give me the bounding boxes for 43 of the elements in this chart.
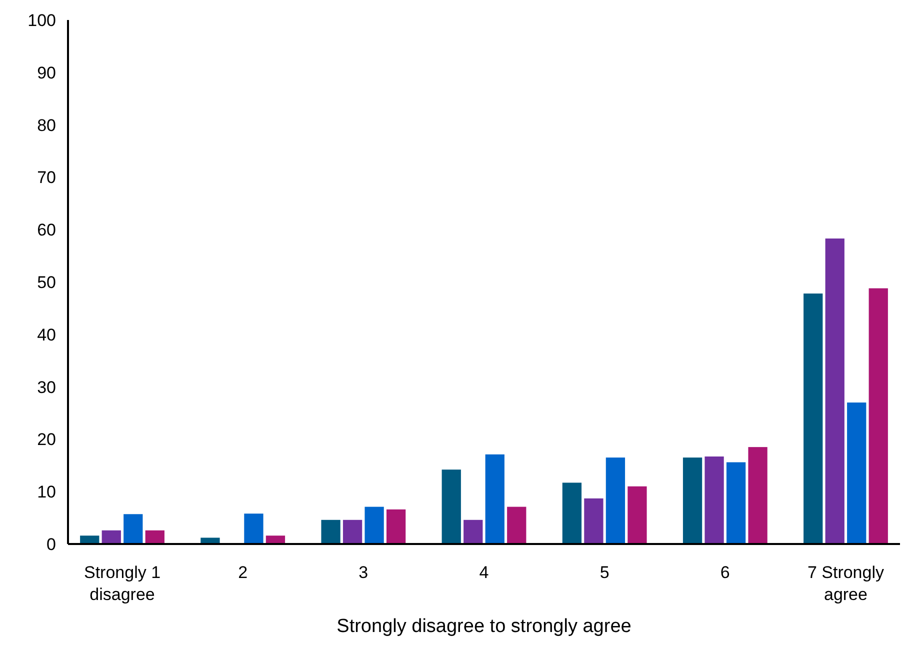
bar	[682, 458, 702, 544]
bar	[442, 470, 461, 544]
y-tick-label: 40	[37, 325, 56, 344]
bar	[102, 530, 121, 544]
bar	[485, 454, 504, 544]
y-tick-label: 30	[37, 378, 56, 397]
bar	[145, 530, 164, 544]
bar	[464, 520, 483, 544]
bar	[847, 402, 866, 544]
bar	[726, 462, 746, 544]
y-tick-label: 50	[37, 272, 56, 292]
bar	[507, 506, 526, 544]
y-tick-label: 90	[37, 63, 56, 82]
y-tick-label: 80	[37, 116, 56, 135]
x-tick-label: 5	[600, 563, 610, 582]
x-tick-label: 4	[479, 563, 489, 582]
y-tick-label: 100	[28, 10, 56, 30]
x-axis-title: Strongly disagree to strongly agree	[336, 616, 632, 637]
x-tick-label: Strongly 1 disagree	[84, 563, 161, 604]
bar	[704, 456, 724, 544]
bar	[321, 520, 340, 544]
y-tick-label: 0	[46, 534, 56, 554]
bar	[386, 509, 406, 544]
y-tick-label: 10	[37, 482, 56, 502]
x-tick-label: 2	[238, 563, 248, 582]
bar	[364, 506, 384, 544]
x-tick-label: 6	[720, 563, 730, 582]
bar	[825, 238, 844, 544]
bar	[606, 458, 626, 544]
y-tick-label: 70	[37, 168, 56, 188]
bar	[124, 514, 143, 544]
bar	[804, 294, 823, 544]
bar	[244, 514, 264, 544]
y-tick-label: 60	[37, 220, 56, 240]
y-tick-label: 20	[37, 430, 56, 450]
bar	[342, 520, 362, 544]
bar	[868, 288, 888, 544]
x-tick-label: 7 Strongly agree	[807, 563, 885, 604]
bar	[748, 447, 768, 544]
x-tick-label: 3	[358, 563, 368, 582]
bar	[584, 498, 604, 544]
bar	[562, 482, 582, 544]
bar	[628, 486, 647, 544]
